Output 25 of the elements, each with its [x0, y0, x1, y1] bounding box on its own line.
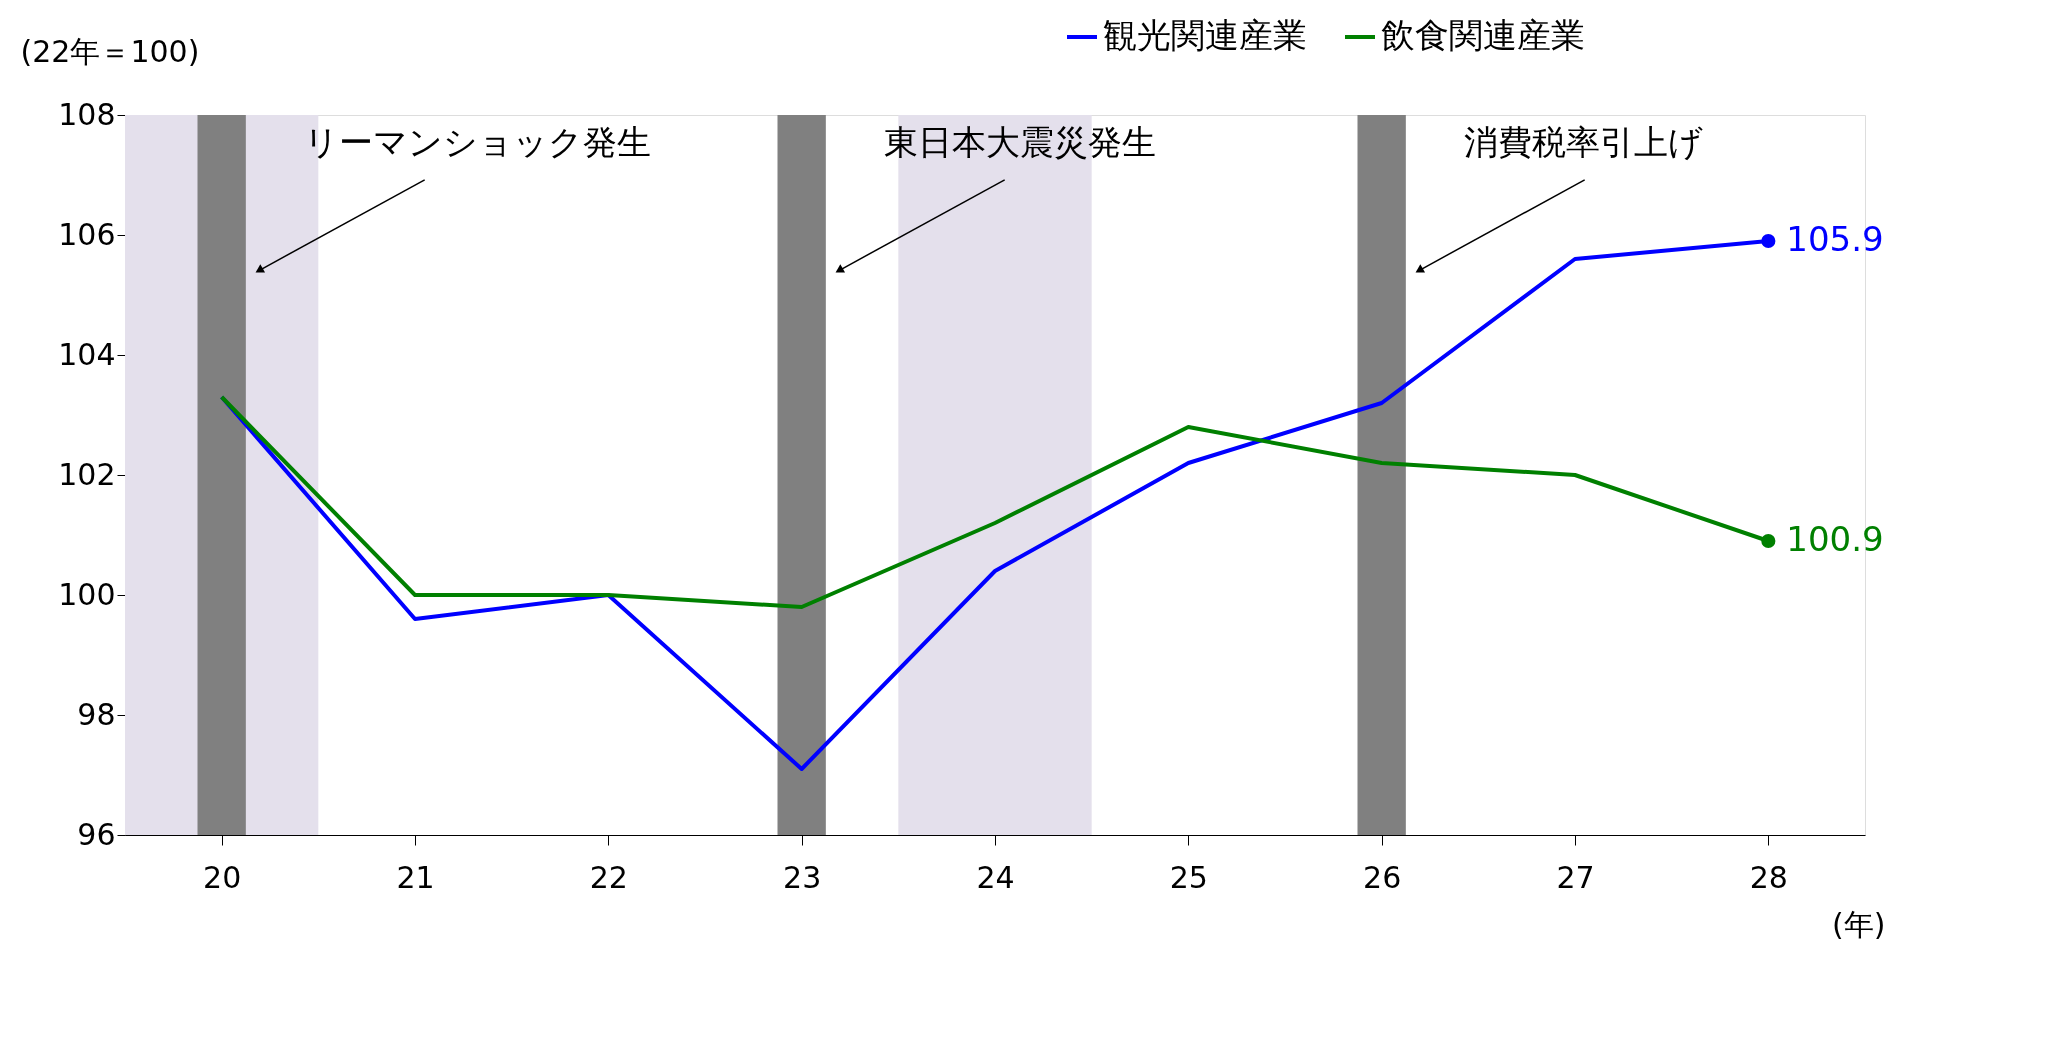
legend-label: 観光関連産業 [1103, 15, 1307, 55]
band-label: リーマンショック発生 [303, 121, 651, 162]
x-tick-label: 24 [976, 859, 1015, 895]
y-tick-label: 106 [58, 216, 116, 252]
x-tick-label: 27 [1556, 859, 1595, 895]
x-tick-label: 20 [203, 859, 242, 895]
y-axis-title: (22年＝100) [20, 33, 200, 69]
y-tick-label: 104 [58, 336, 116, 372]
x-tick-label: 28 [1749, 859, 1788, 895]
data-label: 105.9 [1786, 219, 1884, 259]
y-tick-label: 98 [77, 696, 116, 732]
x-tick-label: 26 [1363, 859, 1402, 895]
x-tick-label: 25 [1169, 859, 1208, 895]
x-axis-title: (年) [1832, 906, 1886, 942]
band-label: 消費税率引上げ [1463, 121, 1703, 162]
band-label: 東日本大震災発生 [883, 121, 1156, 162]
y-tick-label: 108 [58, 96, 116, 132]
x-tick-label: 23 [783, 859, 822, 895]
x-tick-label: 22 [589, 859, 628, 895]
y-tick-label: 100 [58, 576, 116, 612]
legend-label: 飲食関連産業 [1381, 15, 1585, 55]
data-label: 100.9 [1786, 519, 1884, 559]
x-tick-label: 21 [396, 859, 435, 895]
y-tick-label: 96 [77, 816, 116, 852]
y-tick-label: 102 [58, 456, 116, 492]
